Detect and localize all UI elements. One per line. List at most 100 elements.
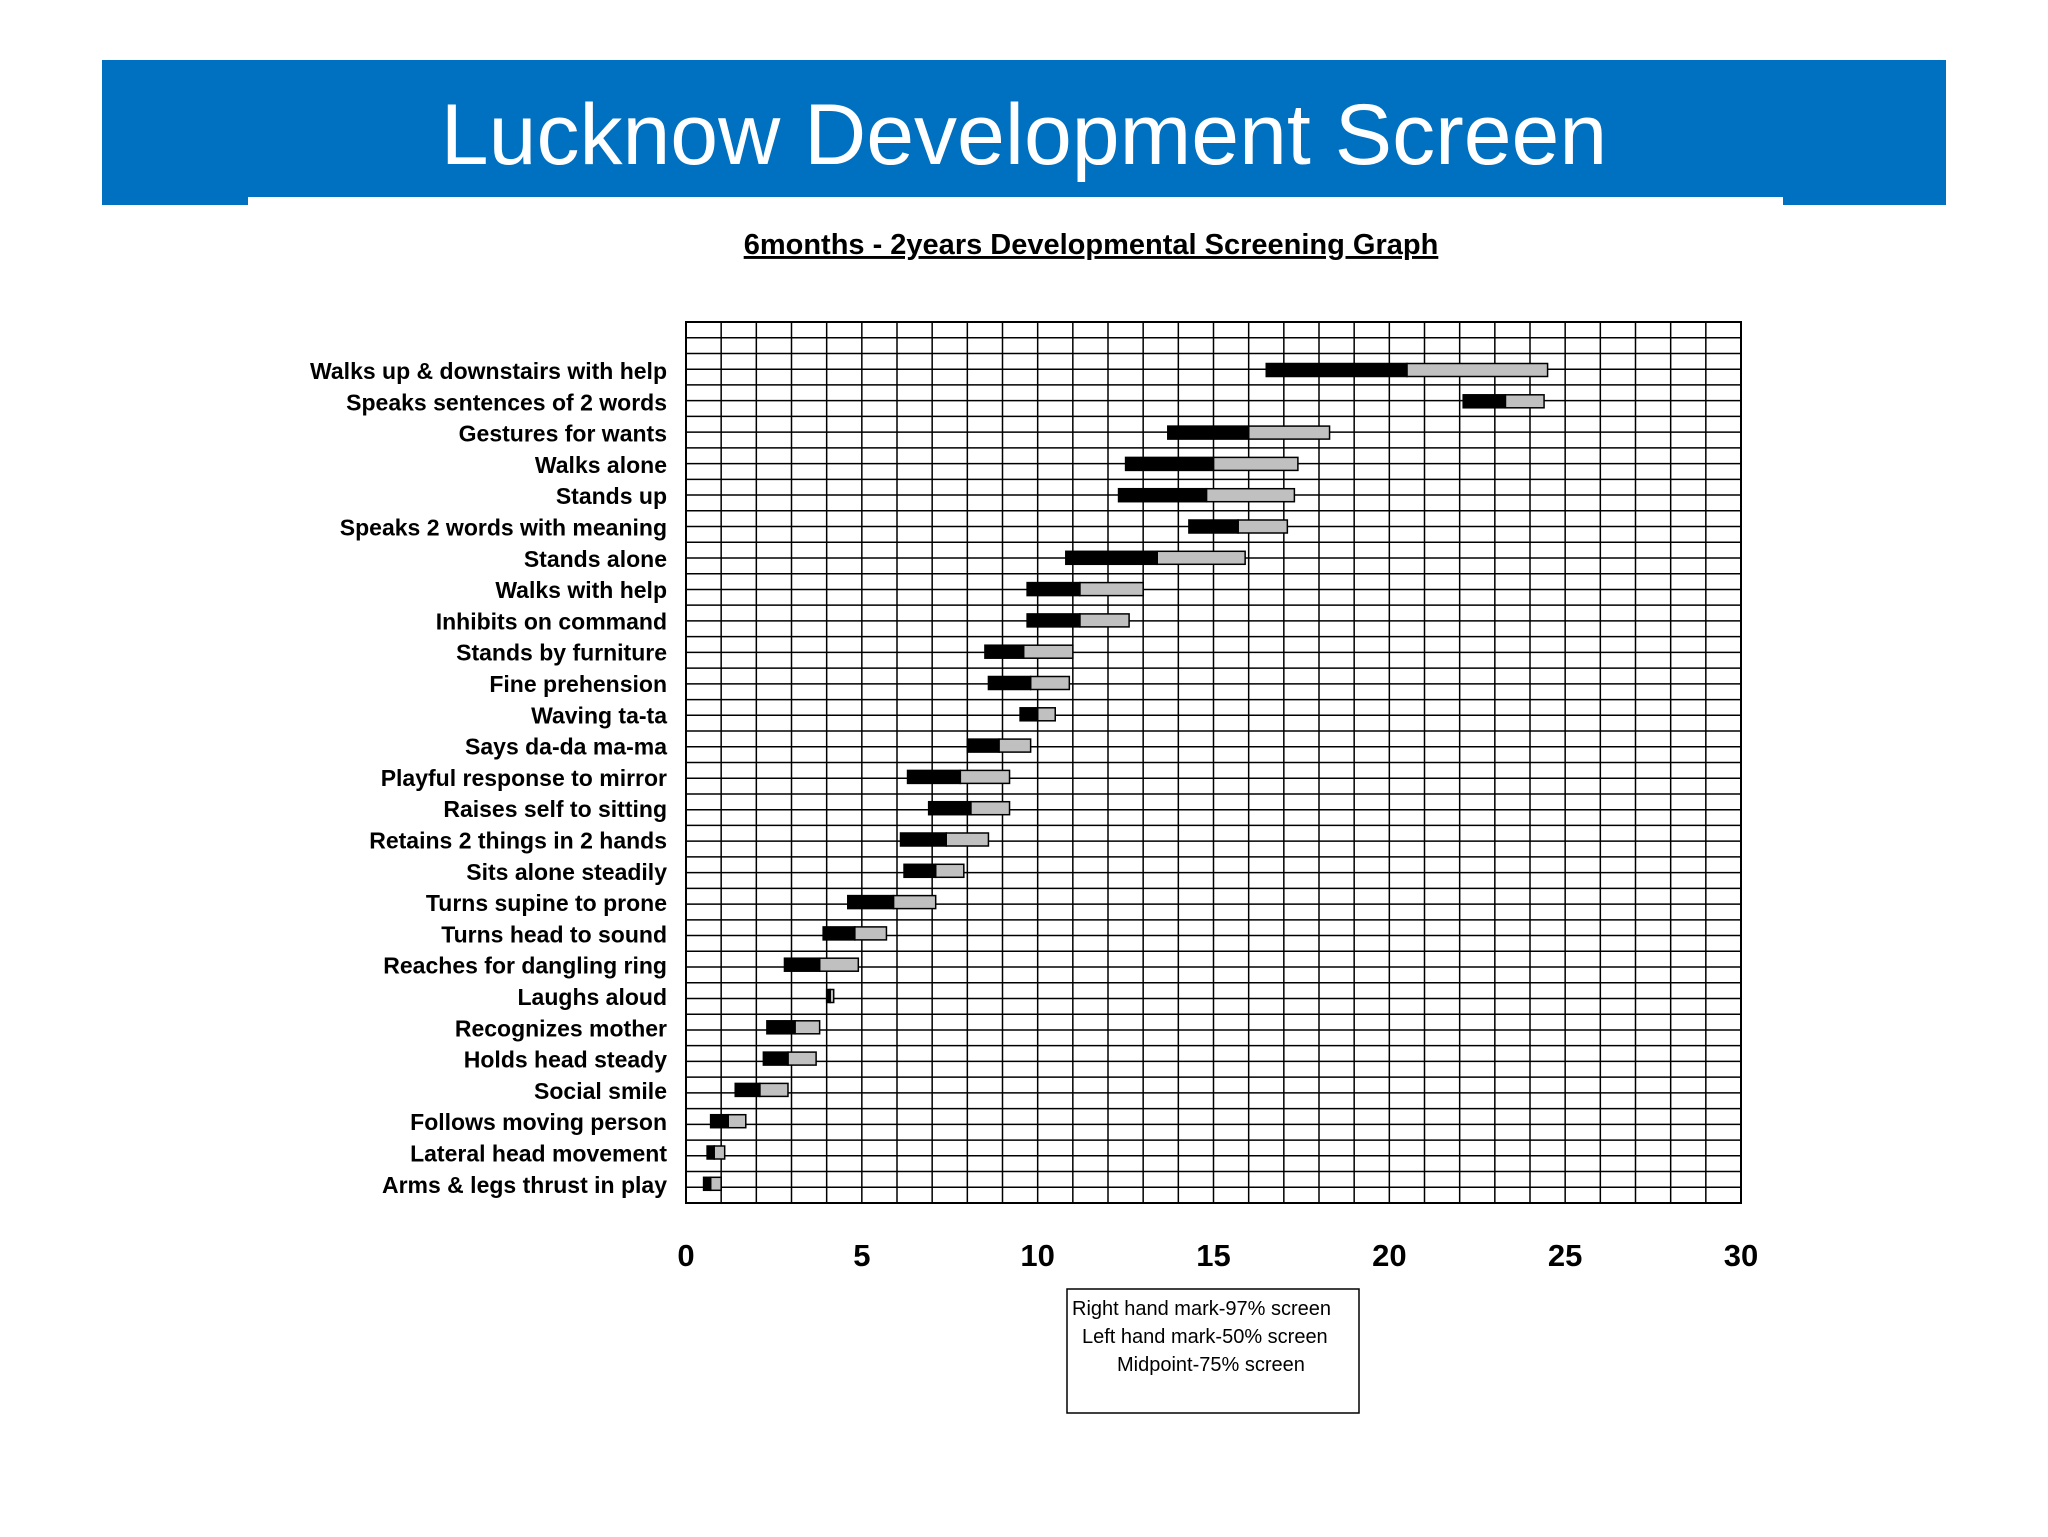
x-tick-label: 15 xyxy=(1196,1238,1230,1273)
bar-segment-50-75 xyxy=(1462,394,1507,409)
milestone-label: Arms & legs thrust in play xyxy=(382,1172,667,1198)
bar-segment-50-75 xyxy=(1167,425,1250,440)
bar-segment-75-97 xyxy=(794,1020,821,1035)
bar-segment-50-75 xyxy=(1188,519,1239,534)
chart-legend: Right hand mark-97% screen Left hand mark… xyxy=(1066,1288,1360,1414)
chart-bars xyxy=(702,362,1549,1192)
milestone-label: Gestures for wants xyxy=(459,421,667,447)
bar-segment-75-97 xyxy=(818,957,860,972)
bar-segment-50-75 xyxy=(1065,550,1158,566)
bar-segment-50-75 xyxy=(762,1051,789,1066)
bar-segment-50-75 xyxy=(783,957,821,972)
bar-segment-75-97 xyxy=(1079,613,1130,628)
milestone-label: Says da-da ma-ma xyxy=(465,734,667,760)
bar-segment-50-75 xyxy=(847,894,895,910)
milestone-label: Sits alone steadily xyxy=(466,859,667,885)
bar-segment-75-97 xyxy=(1237,519,1289,534)
bar-segment-75-97 xyxy=(1247,425,1331,440)
x-tick-label: 30 xyxy=(1724,1238,1758,1273)
x-tick-label: 25 xyxy=(1548,1238,1582,1273)
bar-segment-75-97 xyxy=(1079,581,1144,597)
x-tick-label: 0 xyxy=(677,1238,694,1273)
bar-segment-50-75 xyxy=(734,1082,761,1098)
bar-segment-75-97 xyxy=(892,894,937,910)
chart-title: 6months - 2years Developmental Screening… xyxy=(744,229,1439,261)
milestone-label: Speaks sentences of 2 words xyxy=(346,389,667,415)
bar-segment-75-97 xyxy=(787,1051,817,1066)
bar-segment-75-97 xyxy=(998,738,1032,753)
bar-segment-50-75 xyxy=(903,863,937,879)
chart-grid xyxy=(685,321,1742,1204)
bar-segment-50-75 xyxy=(1117,487,1208,503)
milestone-label: Walks alone xyxy=(535,452,667,478)
milestone-label: Laughs aloud xyxy=(518,984,668,1010)
bar-segment-50-75 xyxy=(825,988,831,1004)
milestone-label: Turns supine to prone xyxy=(426,890,667,916)
bar-segment-75-97 xyxy=(934,863,965,879)
bar-segment-50-75 xyxy=(1019,707,1039,722)
bar-segment-50-75 xyxy=(822,926,856,941)
bar-segment-75-97 xyxy=(1205,487,1296,503)
milestone-labels: Walks up & downstairs with help Speaks se… xyxy=(310,358,667,1198)
milestone-label: Recognizes mother xyxy=(455,1015,667,1041)
legend-entry: Midpoint-75% screen xyxy=(1117,1354,1305,1376)
header-band xyxy=(102,60,1946,205)
milestone-label: Stands up xyxy=(556,483,667,509)
legend-entry: Left hand mark-50% screen xyxy=(1082,1326,1328,1348)
bar-segment-50-75 xyxy=(966,738,1000,753)
bar-segment-75-97 xyxy=(959,769,1011,785)
legend-entry: Right hand mark-97% screen xyxy=(1072,1298,1331,1320)
milestone-label: Holds head steady xyxy=(464,1047,667,1073)
x-tick-label: 5 xyxy=(853,1238,870,1273)
bar-segment-75-97 xyxy=(709,1176,722,1192)
bar-segment-50-75 xyxy=(927,800,972,816)
milestone-label: Raises self to sitting xyxy=(443,796,667,822)
bar-segment-75-97 xyxy=(759,1082,789,1098)
bar-segment-75-97 xyxy=(1029,675,1071,691)
milestone-label: Inhibits on command xyxy=(436,608,667,634)
bar-segment-50-75 xyxy=(1124,456,1215,472)
milestone-label: Turns head to sound xyxy=(441,921,667,947)
milestone-label: Walks with help xyxy=(495,577,667,603)
bar-segment-50-75 xyxy=(702,1176,712,1192)
bar-segment-50-75 xyxy=(766,1020,796,1035)
bar-segment-50-75 xyxy=(1026,613,1081,628)
bar-segment-50-75 xyxy=(706,1145,715,1160)
bar-segment-50-75 xyxy=(1026,581,1081,597)
bar-segment-50-75 xyxy=(984,644,1025,659)
milestone-label: Speaks 2 words with meaning xyxy=(340,515,667,541)
bar-segment-50-75 xyxy=(906,769,962,785)
bar-segment-75-97 xyxy=(970,800,1011,816)
x-tick-label: 20 xyxy=(1372,1238,1406,1273)
milestone-label: Stands by furniture xyxy=(456,640,667,666)
milestone-label: Stands alone xyxy=(524,546,667,572)
bar-segment-50-75 xyxy=(987,675,1032,691)
bar-segment-75-97 xyxy=(1504,394,1545,409)
bar-segment-75-97 xyxy=(1036,707,1056,722)
bar-segment-75-97 xyxy=(713,1145,726,1160)
legend-box xyxy=(1066,1288,1360,1414)
milestone-label: Walks up & downstairs with help xyxy=(310,358,667,384)
milestone-label: Social smile xyxy=(534,1078,667,1104)
bar-segment-75-97 xyxy=(1406,362,1549,378)
milestone-label: Fine prehension xyxy=(489,671,667,697)
bar-segment-75-97 xyxy=(1212,456,1299,472)
x-axis-ticks: 0 5 10 15 20 25 30 xyxy=(677,1238,1758,1273)
bar-segment-50-75 xyxy=(899,832,947,847)
milestone-label: Reaches for dangling ring xyxy=(383,953,667,979)
page-title: Lucknow Development Screen xyxy=(440,87,1608,183)
bar-segment-75-97 xyxy=(1022,644,1074,659)
milestone-label: Retains 2 things in 2 hands xyxy=(369,828,667,854)
milestone-label: Lateral head movement xyxy=(410,1141,667,1167)
bar-segment-75-97 xyxy=(945,832,990,847)
x-tick-label: 10 xyxy=(1020,1238,1054,1273)
bar-segment-50-75 xyxy=(1265,362,1408,378)
bar-segment-75-97 xyxy=(1156,550,1246,566)
milestone-label: Follows moving person xyxy=(410,1109,667,1135)
bar-segment-50-75 xyxy=(709,1113,729,1129)
bar-segment-75-97 xyxy=(727,1113,747,1129)
milestone-label: Playful response to mirror xyxy=(381,765,667,791)
bar-segment-75-97 xyxy=(854,926,888,941)
milestone-label: Waving ta-ta xyxy=(531,702,667,728)
